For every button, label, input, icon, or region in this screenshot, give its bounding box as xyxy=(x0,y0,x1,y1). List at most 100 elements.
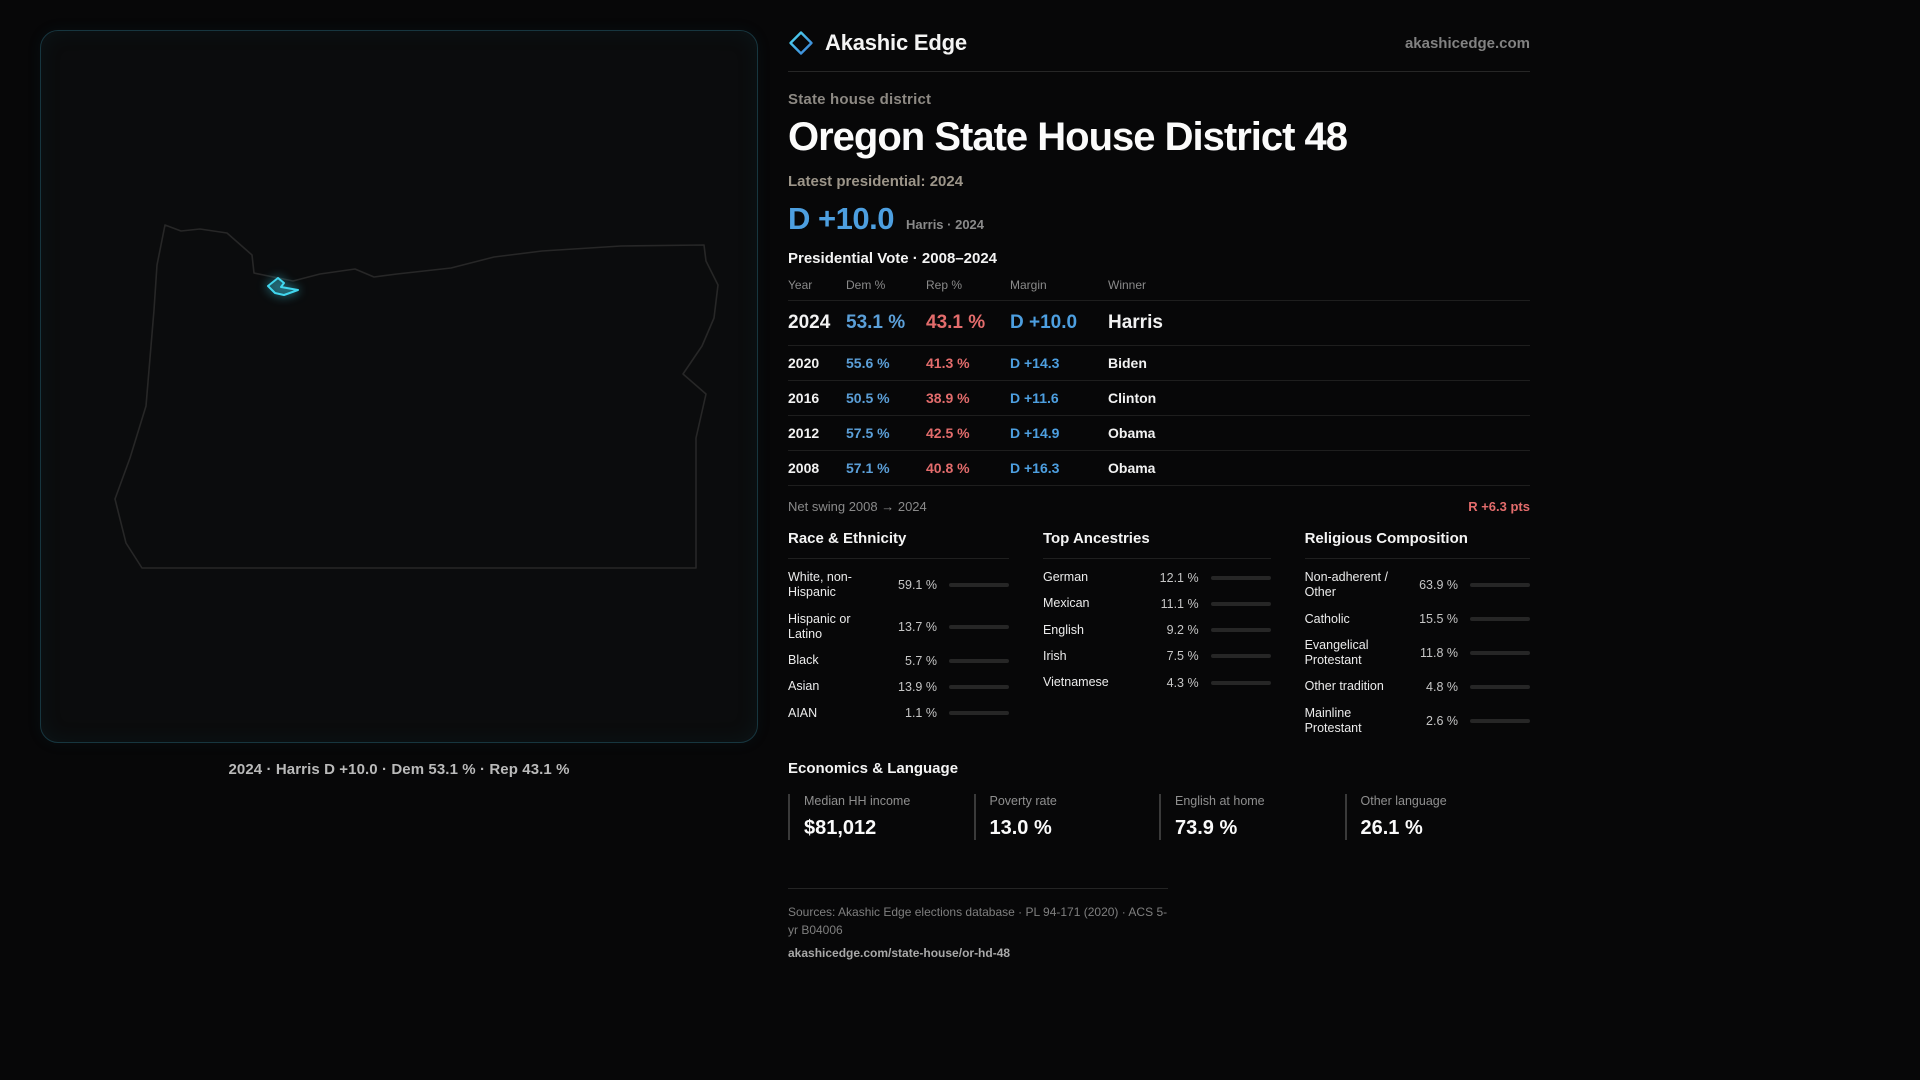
demo-value: 59.1 % xyxy=(898,578,937,593)
cell-margin: D +16.3 xyxy=(1010,450,1108,486)
stat-label: Other language xyxy=(1360,794,1447,808)
demo-bar xyxy=(1210,601,1271,606)
cell-year: 2020 xyxy=(788,345,846,381)
demo-value: 2.6 % xyxy=(1426,713,1458,728)
economics-title: Economics & Language xyxy=(788,760,959,777)
stat-value: 73.9 % xyxy=(1175,817,1238,839)
district-map-panel xyxy=(40,30,758,743)
district-48-highlight xyxy=(267,277,299,296)
section-title: Top Ancestries xyxy=(1042,530,1271,559)
stat-median-income: Median HH income $81,012 xyxy=(788,794,974,840)
demo-bar xyxy=(1210,628,1271,633)
table-row: 2024 53.1 % 43.1 % D +10.0 Harris xyxy=(788,300,1530,346)
net-swing-value: R +6.3 pts xyxy=(1468,499,1530,514)
demo-label: Vietnamese xyxy=(1042,675,1109,689)
content-column: Akashic Edge akashicedge.com State house… xyxy=(788,30,1530,960)
demo-bar xyxy=(948,624,1009,629)
presidential-vote-table: Year Dem % Rep % Margin Winner 2024 53.1… xyxy=(788,269,1530,486)
brand-name: Akashic Edge xyxy=(825,30,967,55)
stat-label: Median HH income xyxy=(804,794,911,808)
table-row: 2008 57.1 % 40.8 % D +16.3 Obama xyxy=(788,450,1530,486)
stat-value: $81,012 xyxy=(804,817,877,839)
demo-label: Catholic xyxy=(1304,611,1350,626)
demo-value: 15.5 % xyxy=(1419,612,1458,627)
demo-row: AIAN 1.1 % xyxy=(788,706,1009,721)
col-winner: Winner xyxy=(1108,269,1530,301)
demo-row: Asian 13.9 % xyxy=(788,679,1009,694)
headline-margin: D +10.0 Harris · 2024 xyxy=(788,201,1530,237)
page: 2024 · Harris D +10.0 · Dem 53.1 % · Rep… xyxy=(40,30,1530,960)
cell-rep: 43.1 % xyxy=(926,300,1010,346)
demo-value: 63.9 % xyxy=(1419,578,1458,593)
cell-rep: 42.5 % xyxy=(926,415,1010,451)
cell-rep: 38.9 % xyxy=(926,380,1010,416)
demo-bar xyxy=(1210,680,1271,685)
map-caption: 2024 · Harris D +10.0 · Dem 53.1 % · Rep… xyxy=(228,761,570,778)
section-title: Race & Ethnicity xyxy=(788,530,1009,559)
col-year: Year xyxy=(788,269,846,301)
demo-bar xyxy=(1210,654,1271,659)
cell-year: 2016 xyxy=(788,380,846,416)
cell-year: 2024 xyxy=(788,300,846,346)
demo-bar xyxy=(948,583,1009,588)
cell-dem: 57.1 % xyxy=(846,450,926,486)
diamond-logo-icon xyxy=(789,31,813,55)
demo-value: 4.8 % xyxy=(1426,679,1458,694)
domain-link[interactable]: akashicedge.com xyxy=(1404,34,1530,52)
demo-label: Evangelical Protestant xyxy=(1304,637,1369,667)
cell-year: 2008 xyxy=(788,450,846,486)
demo-value: 9.2 % xyxy=(1166,623,1199,638)
demo-value: 12.1 % xyxy=(1159,570,1199,585)
demo-label: Irish xyxy=(1042,648,1067,663)
stat-poverty-rate: Poverty rate 13.0 % xyxy=(973,794,1160,840)
oregon-map xyxy=(114,224,719,569)
cell-winner: Obama xyxy=(1108,415,1530,451)
demo-row: Black 5.7 % xyxy=(788,653,1009,668)
demo-label: Other tradition xyxy=(1304,679,1384,694)
demo-row: Evangelical Protestant 11.8 % xyxy=(1305,638,1530,669)
demo-bar xyxy=(1470,617,1530,622)
demo-bar xyxy=(1470,718,1530,723)
demo-bar xyxy=(948,658,1009,663)
demo-label: German xyxy=(1042,570,1089,584)
cell-winner: Clinton xyxy=(1108,380,1530,416)
demo-label: White, non-Hispanic xyxy=(788,570,852,600)
demo-value: 5.7 % xyxy=(905,653,937,668)
table-row: 2012 57.5 % 42.5 % D +14.9 Obama xyxy=(788,415,1530,451)
demo-row: Irish 7.5 % xyxy=(1043,649,1271,664)
vote-table-title: Presidential Vote · 2008–2024 xyxy=(788,250,998,267)
demo-row: White, non-Hispanic 59.1 % xyxy=(788,570,1009,601)
demo-row: Hispanic or Latino 13.7 % xyxy=(788,612,1009,643)
economics-stats: Median HH income $81,012 Poverty rate 13… xyxy=(788,794,1530,840)
demo-row: Vietnamese 4.3 % xyxy=(1043,675,1271,690)
latest-presidential-label: Latest presidential: 2024 xyxy=(788,173,964,190)
demo-label: English xyxy=(1042,622,1084,637)
map-column: 2024 · Harris D +10.0 · Dem 53.1 % · Rep… xyxy=(40,30,760,960)
net-swing-label: Net swing 2008 → 2024 xyxy=(788,499,927,514)
stat-other-language: Other language 26.1 % xyxy=(1344,794,1531,840)
demo-value: 13.7 % xyxy=(898,619,937,634)
col-rep: Rep % xyxy=(926,269,1010,301)
demo-value: 11.8 % xyxy=(1420,646,1458,660)
oregon-state-outline xyxy=(114,224,719,569)
cell-dem: 55.6 % xyxy=(846,345,926,381)
net-swing-row: Net swing 2008 → 2024 R +6.3 pts xyxy=(788,499,1530,514)
demo-label: AIAN xyxy=(788,705,818,720)
demo-label: Black xyxy=(788,653,819,667)
stat-label: English at home xyxy=(1175,794,1265,808)
headline-margin-sub: Harris · 2024 xyxy=(905,217,985,232)
district-type-kicker: State house district xyxy=(788,91,932,108)
col-dem: Dem % xyxy=(846,269,926,301)
cell-dem: 57.5 % xyxy=(846,415,926,451)
demo-value: 13.9 % xyxy=(898,679,937,694)
demo-bar xyxy=(1470,651,1530,655)
cell-winner: Obama xyxy=(1108,450,1530,486)
demo-label: Non-adherent / Other xyxy=(1304,570,1388,600)
demo-value: 4.3 % xyxy=(1166,675,1199,690)
footer: Sources: Akashic Edge elections database… xyxy=(788,888,1168,960)
demo-row: Catholic 15.5 % xyxy=(1305,612,1530,627)
cell-winner: Biden xyxy=(1108,345,1530,381)
demo-row: Non-adherent / Other 63.9 % xyxy=(1305,570,1530,601)
stat-value: 13.0 % xyxy=(989,817,1052,839)
permalink[interactable]: akashicedge.com/state-house/or-hd-48 xyxy=(788,946,1011,960)
